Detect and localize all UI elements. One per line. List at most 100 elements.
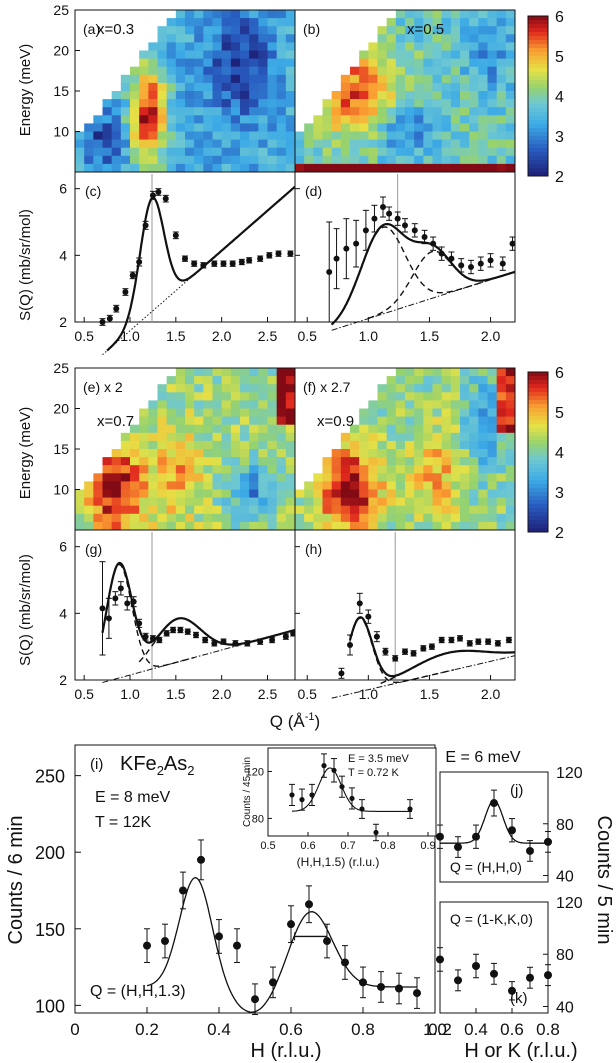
heatmap-cell: [331, 131, 342, 140]
heatmap-cell: [175, 497, 186, 507]
heatmap-cell: [359, 424, 369, 434]
colorbar-swatch: [528, 476, 548, 481]
heatmap-cell: [450, 376, 461, 385]
tick-label: 2.0: [481, 328, 501, 344]
heatmap-cell: [432, 457, 443, 466]
heatmap-cell: [414, 400, 424, 409]
heatmap-cell: [405, 497, 415, 507]
colorbar-frame: [527, 15, 549, 177]
heatmap-cell: [130, 473, 140, 482]
heatmap-cell: [460, 10, 470, 19]
heatmap-cell: [240, 66, 250, 76]
heatmap-cell: [120, 505, 131, 515]
heatmap-cell: [185, 107, 195, 116]
heatmap-cell: [478, 66, 488, 76]
heatmap-cell: [221, 42, 232, 51]
heatmap-cell: [505, 521, 516, 531]
heatmap-cell: [450, 497, 461, 507]
header-text: E = 6 meV: [445, 749, 520, 766]
marker: [544, 837, 552, 846]
heatmap-cell: [469, 384, 479, 393]
heatmap-cell: [405, 457, 415, 466]
marker: [215, 932, 223, 941]
heatmap-cell: [350, 473, 360, 482]
heatmap-cell: [102, 489, 113, 498]
heatmap-cell: [175, 18, 186, 27]
heatmap-cell: [304, 163, 314, 173]
colorbar-swatch: [528, 376, 548, 381]
heatmap-cell: [166, 115, 177, 124]
heatmap-cell: [505, 115, 516, 124]
heatmap-cell: [340, 155, 351, 165]
heatmap-cell: [322, 473, 333, 482]
heatmap-cell: [441, 26, 452, 35]
heatmap-cell: [496, 50, 507, 59]
heatmap-cell: [350, 147, 360, 157]
heatmap-cell: [405, 513, 415, 523]
heatmap-cell: [166, 489, 177, 498]
heatmap-cell: [102, 115, 113, 124]
tick-label: 1.0: [120, 328, 140, 344]
plot-frame: [294, 171, 516, 323]
heatmap-cell: [368, 521, 378, 531]
data-point: [269, 636, 276, 644]
heatmap-cell: [120, 82, 131, 92]
heatmap-cell: [450, 440, 461, 450]
heatmap-cell: [405, 505, 415, 515]
heatmap-cell: [340, 115, 351, 124]
heatmap-cell: [249, 10, 259, 19]
heatmap-cell: [423, 449, 433, 458]
heatmap-cell: [359, 91, 369, 100]
heatmap-cell: [423, 74, 433, 84]
heatmap-cell: [478, 465, 488, 474]
heatmap-cell: [423, 424, 433, 434]
heatmap-cell: [249, 449, 259, 458]
heatmap-cell: [166, 513, 177, 523]
heatmap-cell: [93, 505, 103, 515]
heatmap-cell: [487, 473, 498, 482]
heatmap-cell: [304, 481, 314, 490]
heatmap-cell: [157, 513, 168, 523]
heatmap-cell: [469, 115, 479, 124]
heatmap-cell: [221, 457, 232, 466]
compound-text: KFe: [120, 753, 157, 775]
data-point: [182, 255, 188, 262]
heatmap-cell: [432, 521, 443, 531]
heatmap-cell: [478, 26, 488, 35]
heatmap-cell: [331, 91, 342, 100]
heatmap-cell: [496, 424, 507, 434]
marker: [211, 640, 218, 647]
heatmap-cell: [405, 400, 415, 409]
heatmap-cell: [450, 163, 461, 173]
heatmap-cell: [386, 497, 397, 507]
heatmap-cell: [469, 513, 479, 523]
heatmap-cell: [432, 91, 443, 100]
heatmap-cell: [386, 505, 397, 515]
data-point: [509, 236, 516, 251]
heatmap-cell: [276, 139, 287, 149]
heatmap-cell: [111, 91, 122, 100]
heatmap-cell: [212, 384, 223, 393]
heatmap-cell: [469, 34, 479, 43]
marker: [122, 289, 129, 295]
heatmap-cell: [450, 42, 461, 51]
marker: [333, 255, 340, 262]
heatmap-cell: [460, 131, 470, 140]
heatmap-cell: [221, 50, 232, 59]
heatmap-cell: [505, 400, 516, 409]
heatmap-cell: [505, 392, 516, 401]
heatmap-cell: [450, 82, 461, 92]
heatmap-cell: [469, 139, 479, 149]
heatmap-cell: [212, 432, 223, 442]
tick-label: 1.0: [359, 686, 379, 702]
heatmap-cell: [139, 147, 149, 157]
heatmap-cell: [322, 99, 333, 108]
tick-label: 25: [53, 2, 69, 18]
marker: [490, 799, 498, 808]
colorbar-swatch: [528, 436, 548, 441]
tick-label: 2.0: [212, 686, 232, 702]
heatmap-cell: [175, 123, 186, 132]
heatmap-cell: [139, 521, 149, 531]
colorbar-swatch: [528, 44, 548, 49]
heatmap-cell: [102, 513, 113, 523]
